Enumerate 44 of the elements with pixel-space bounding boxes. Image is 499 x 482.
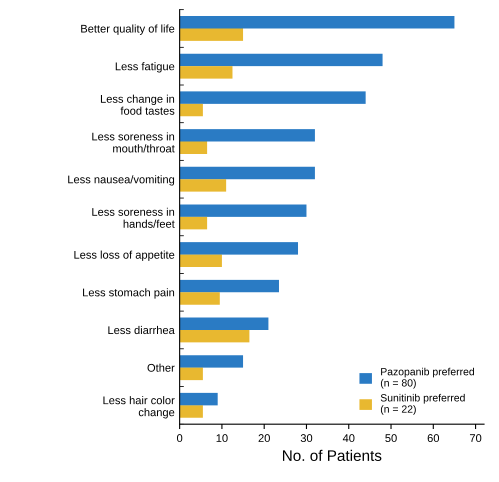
bar [180,28,244,41]
bar [180,368,203,380]
y-tick-label: Less diarrhea [108,326,175,334]
x-tick-label: 10 [216,434,228,442]
bar [180,216,208,230]
bar [180,292,220,305]
bar [180,66,232,79]
bar [180,91,366,104]
bar [180,330,250,342]
bar [180,179,226,192]
x-tick-label: 0 [176,434,182,442]
bar [180,355,244,368]
x-tick-label: 70 [470,434,482,442]
bar [180,392,218,406]
bar [180,242,298,255]
y-tick-label: Less nausea/vomiting [68,175,174,186]
bar [180,280,279,292]
legend-label: Pazopanib preferred (n = 80) [380,368,474,389]
bar [180,129,315,142]
y-tick-label: Less loss of appetite [74,250,174,261]
bar [180,318,268,330]
y-tick-label: Other [148,364,175,372]
y-tick-label: Less stomach pain [83,288,174,299]
y-tick-label: Less soreness in hands/feet [92,208,175,228]
y-tick-label: Less soreness in mouth/throat [92,132,175,152]
x-tick-label: 30 [300,434,312,442]
legend-label: Sunitinib preferred (n = 22) [380,394,465,415]
bar [180,16,454,28]
bar [180,54,383,66]
bar [180,142,208,154]
x-tick-label: 60 [428,434,440,442]
bar [180,166,315,180]
bar [180,204,306,217]
x-tick-label: 50 [385,434,397,442]
x-tick-label: 40 [342,434,354,442]
bar [180,405,203,418]
y-tick-label: Less hair color change [103,396,175,418]
x-axis-title: No. of Patients [282,450,382,462]
y-tick-label: Better quality of life [81,24,174,35]
bar [180,104,203,116]
y-tick-label: Less change in food tastes [100,94,174,115]
y-tick-label: Less fatigue [116,62,174,72]
bar [180,254,222,268]
x-tick-label: 20 [258,434,270,442]
